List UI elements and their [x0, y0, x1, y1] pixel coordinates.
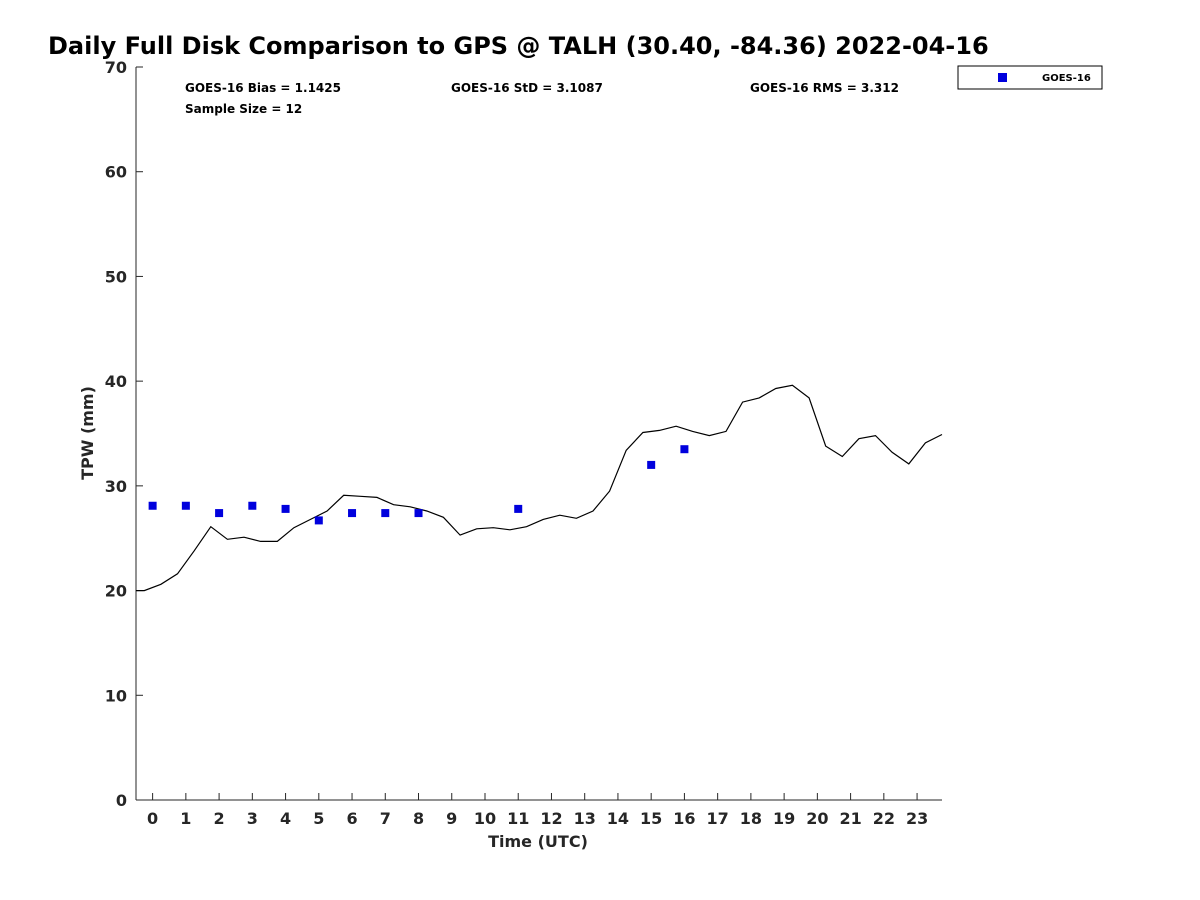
goes16-point	[215, 509, 224, 518]
x-tick-label: 3	[247, 809, 258, 828]
x-tick-label: 9	[446, 809, 457, 828]
y-tick-label: 0	[116, 791, 127, 810]
x-tick-label: 13	[574, 809, 596, 828]
x-axis-label: Time (UTC)	[488, 832, 588, 851]
x-tick-label: 17	[707, 809, 729, 828]
y-tick-label: 10	[105, 686, 127, 705]
x-tick-label: 0	[147, 809, 158, 828]
x-tick-label: 7	[380, 809, 391, 828]
legend-marker-square	[998, 73, 1007, 82]
x-tick-label: 8	[413, 809, 424, 828]
gps-tpw-polyline	[136, 384, 943, 592]
y-tick-label: 30	[105, 477, 127, 496]
y-axis-label: TPW (mm)	[78, 386, 97, 480]
x-tick-label: 4	[280, 809, 291, 828]
x-tick-label: 21	[839, 809, 861, 828]
y-tick-label: 50	[105, 267, 127, 286]
x-tick-label: 12	[540, 809, 562, 828]
x-tick-label: 6	[346, 809, 357, 828]
x-tick-label: 5	[313, 809, 324, 828]
stat-rms: GOES-16 RMS = 3.312	[750, 81, 899, 95]
goes16-point	[281, 504, 290, 513]
gps-tpw-line	[136, 384, 943, 592]
goes16-point	[680, 445, 689, 454]
legend: GOES-16	[957, 65, 1103, 90]
goes16-point	[348, 509, 357, 518]
x-tick-label: 11	[507, 809, 529, 828]
goes16-point	[248, 501, 257, 510]
x-tick-label: 1	[180, 809, 191, 828]
y-ticks: 0 10 20 30 40 50 60 70	[105, 58, 143, 810]
x-tick-label: 19	[773, 809, 795, 828]
stat-sample-size: Sample Size = 12	[185, 102, 302, 116]
y-tick-label: 40	[105, 372, 127, 391]
goes16-point	[647, 460, 656, 469]
chart-title: Daily Full Disk Comparison to GPS @ TALH…	[48, 32, 989, 60]
goes16-point	[148, 501, 157, 510]
legend-box	[957, 65, 1103, 90]
x-tick-label: 15	[640, 809, 662, 828]
goes16-point	[414, 509, 423, 518]
y-tick-label: 70	[105, 58, 127, 77]
x-tick-label: 18	[740, 809, 762, 828]
goes16-point	[514, 504, 523, 513]
goes16-point	[314, 516, 323, 525]
x-tick-label: 10	[474, 809, 496, 828]
x-tick-label: 23	[906, 809, 928, 828]
goes16-points	[148, 445, 689, 525]
x-ticks: 0 1 2 3 4 5 6 7 8 9 10 11 12 13 14 15 16 17 18 19 20 21 22 23	[147, 793, 928, 828]
x-tick-label: 16	[673, 809, 695, 828]
x-tick-label: 20	[806, 809, 828, 828]
stat-std: GOES-16 StD = 3.1087	[451, 81, 603, 95]
y-tick-label: 20	[105, 582, 127, 601]
goes16-point	[181, 501, 190, 510]
x-tick-label: 22	[873, 809, 895, 828]
y-tick-label: 60	[105, 163, 127, 182]
goes16-point	[381, 509, 390, 518]
x-tick-label: 14	[607, 809, 629, 828]
legend-label-goes16: GOES-16	[1042, 73, 1091, 84]
x-tick-label: 2	[214, 809, 225, 828]
stat-bias: GOES-16 Bias = 1.1425	[185, 81, 341, 95]
